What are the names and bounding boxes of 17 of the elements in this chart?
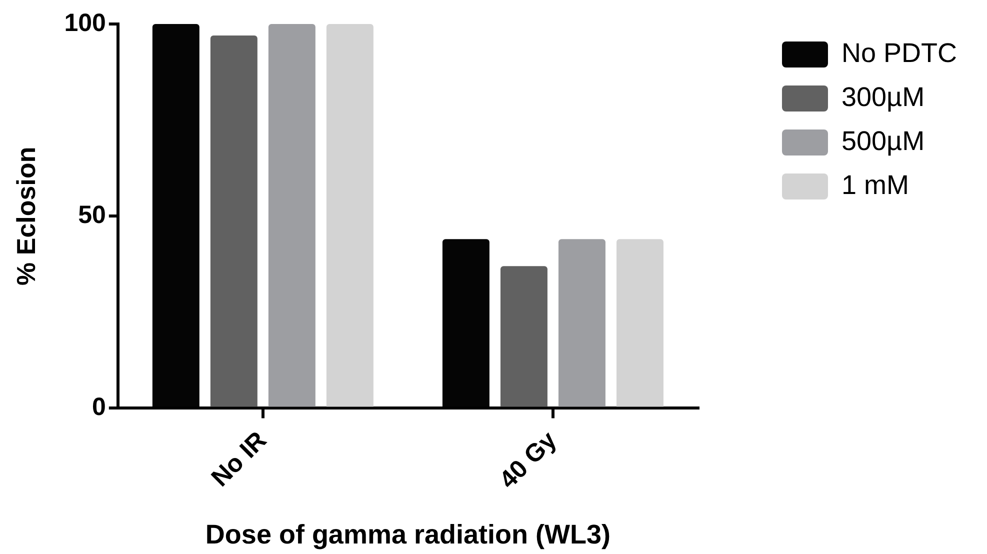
bar — [500, 266, 548, 407]
bar — [268, 24, 316, 407]
legend-label: 300µM — [841, 82, 925, 112]
bar — [326, 24, 374, 407]
bar — [210, 36, 258, 407]
y-tick-label: 0 — [92, 393, 106, 422]
legend-label: 500µM — [841, 126, 925, 156]
legend-label: No PDTC — [841, 38, 957, 68]
bar — [558, 239, 606, 407]
x-tick-label: No IR — [206, 426, 272, 492]
y-tick-label: 50 — [78, 201, 106, 230]
legend-label: 1 mM — [841, 170, 909, 200]
bar — [616, 239, 664, 407]
x-tick-label: 40 Gy — [494, 426, 562, 494]
y-axis-title: % Eclosion — [10, 146, 41, 286]
y-tick-label: 100 — [64, 8, 106, 37]
x-axis-title: Dose of gamma radiation (WL3) — [205, 519, 610, 550]
